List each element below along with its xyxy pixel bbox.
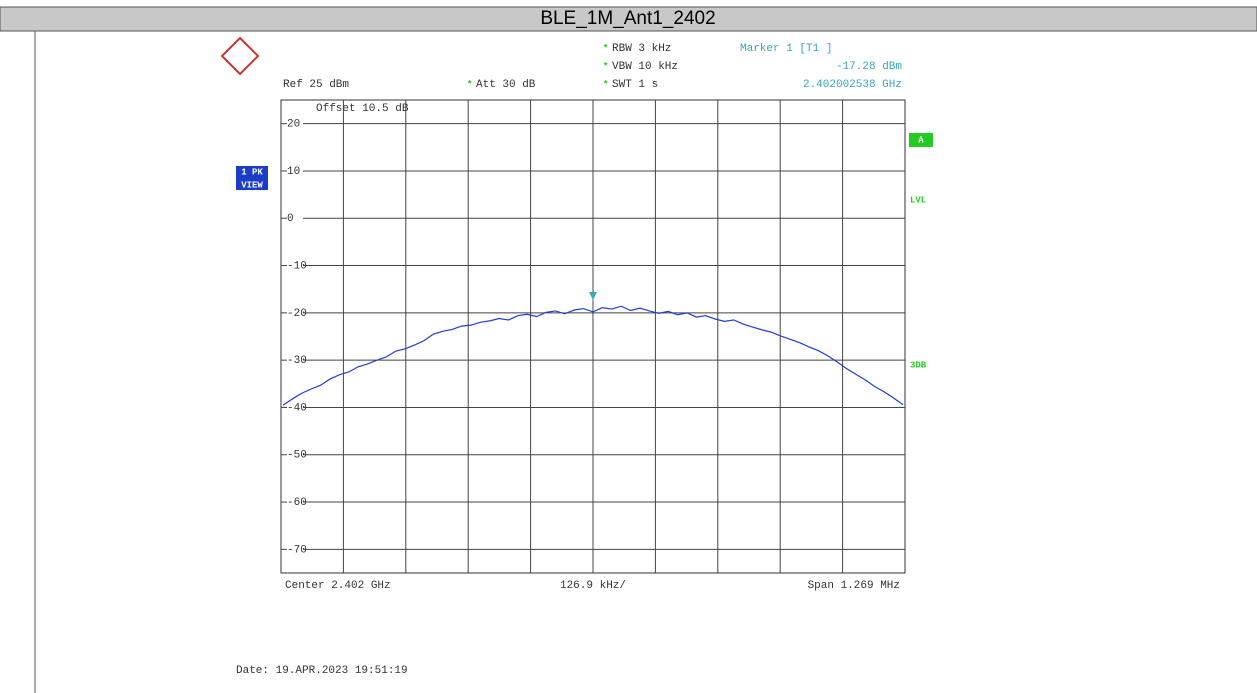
trace-badge [236,166,268,190]
flag: * [603,61,608,71]
swt: SWT 1 s [612,79,658,91]
trace [282,305,904,406]
marker-label: Marker 1 [T1 ] [740,43,832,55]
flag: * [603,43,608,53]
flag: * [467,79,472,89]
div-label: 126.9 kHz/ [560,580,626,592]
marker [589,291,597,300]
db3-label: 3DB [910,360,927,370]
y-tick-label: -10 [287,260,307,272]
y-tick-label: -20 [287,308,307,320]
trace-label: 1 PK [241,167,263,177]
att: Att 30 dB [476,79,536,91]
a-label: A [918,135,924,145]
a-badge [909,133,933,147]
marker-value: -17.28 dBm [836,61,902,73]
y-tick-label: -50 [287,450,307,462]
vbw: VBW 10 kHz [612,61,678,73]
rbw: RBW 3 kHz [612,43,671,55]
span-label: Span 1.269 MHz [808,580,900,592]
y-tick-label: -40 [287,402,307,414]
mode-label: VIEW [241,180,263,190]
lvl-label: LVL [910,195,926,205]
chart-title: BLE_1M_Ant1_2402 [540,8,715,29]
y-tick-label: -60 [287,497,307,509]
y-tick-label: 20 [287,119,300,131]
ref: Ref 25 dBm [283,79,349,91]
center-label: Center 2.402 GHz [285,580,391,592]
flag: * [603,79,608,89]
offset: Offset 10.5 dB [316,103,409,115]
logo [220,36,260,76]
title-bar [0,6,1257,32]
y-tick-label: -70 [287,544,307,556]
y-tick-label: 0 [287,213,294,225]
y-tick-label: -30 [287,355,307,367]
marker-freq: 2.402002538 GHz [803,79,902,91]
date-label: Date: 19.APR.2023 19:51:19 [236,665,408,677]
y-tick-label: 10 [287,166,300,178]
